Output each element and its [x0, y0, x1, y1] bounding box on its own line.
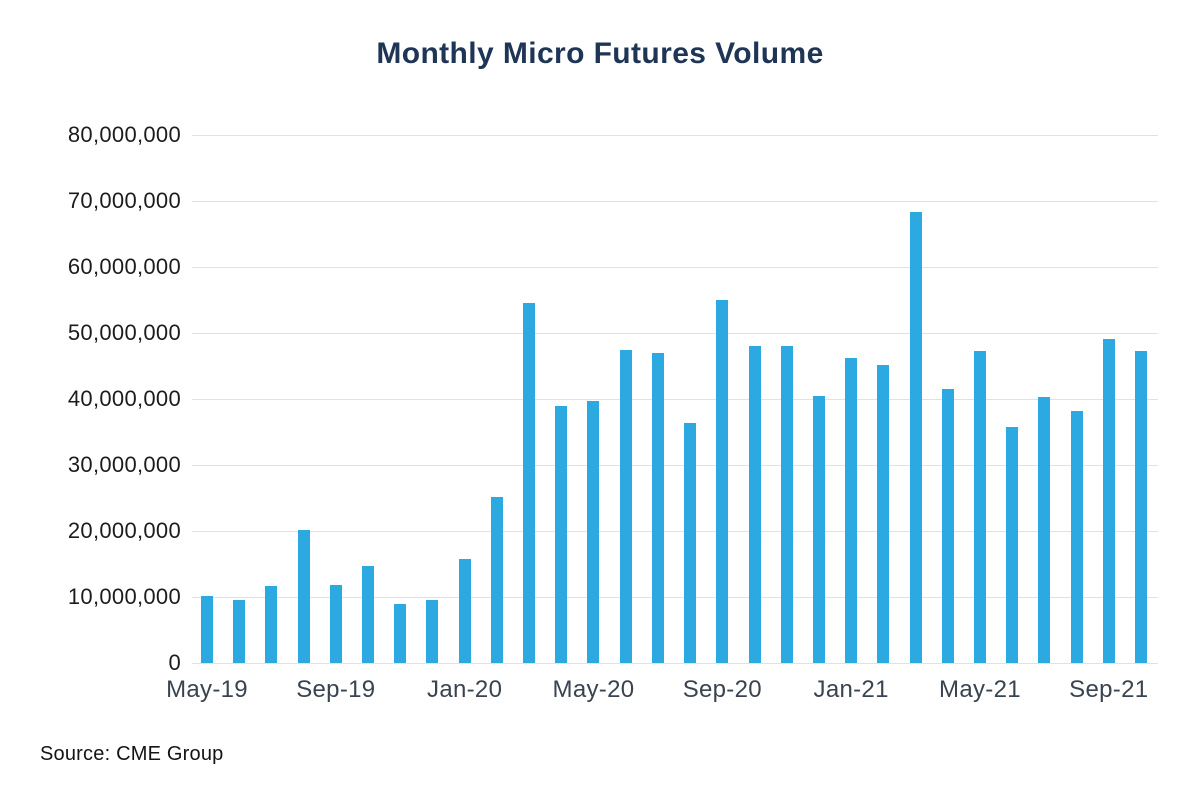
bar — [651, 353, 664, 663]
gridline — [192, 135, 1158, 136]
y-axis-tick-label: 40,000,000 — [67, 386, 181, 411]
x-axis-tick-label: May-19 — [166, 676, 248, 703]
y-axis-tick-label: 20,000,000 — [67, 518, 181, 543]
bar — [362, 565, 375, 663]
plot-area — [192, 135, 1158, 664]
y-axis-tick-label: 60,000,000 — [67, 254, 181, 279]
bar — [877, 364, 890, 663]
bar — [490, 497, 503, 663]
y-axis-tick-label: 30,000,000 — [67, 452, 181, 477]
gridline — [192, 201, 1158, 202]
bar — [297, 529, 310, 663]
bar — [329, 585, 342, 663]
x-axis-tick-label: May-20 — [552, 676, 635, 703]
bar — [233, 599, 246, 663]
x-axis-tick-label: May-21 — [939, 676, 1021, 703]
bar — [523, 303, 536, 663]
gridline — [192, 597, 1158, 598]
y-axis-tick-label: 50,000,000 — [67, 320, 181, 345]
gridline — [192, 399, 1158, 400]
chart-title: Monthly Micro Futures Volume — [376, 37, 824, 70]
bar — [1102, 338, 1115, 663]
bar — [973, 351, 986, 663]
bar — [619, 350, 632, 663]
bar — [1038, 397, 1051, 663]
x-axis-tick-label: Sep-20 — [682, 676, 762, 703]
y-axis-tick-label: 0 — [168, 650, 181, 675]
bar — [1135, 350, 1147, 663]
bar — [458, 559, 471, 663]
gridline — [192, 333, 1158, 334]
bar — [1006, 427, 1019, 663]
bar — [845, 358, 858, 663]
bar — [684, 422, 697, 663]
gridline — [192, 465, 1158, 466]
bar — [394, 604, 407, 663]
bar — [909, 211, 922, 663]
gridline — [192, 663, 1158, 664]
y-axis-tick-label: 80,000,000 — [67, 122, 181, 147]
x-axis-tick-label: Sep-21 — [1069, 676, 1149, 703]
bar — [555, 405, 568, 663]
y-axis-tick-label: 70,000,000 — [67, 188, 181, 213]
y-axis-tick-label: 10,000,000 — [67, 584, 181, 609]
x-axis-tick-label: Sep-19 — [296, 676, 376, 703]
bar — [941, 389, 954, 663]
bar — [201, 595, 213, 663]
x-axis-tick-label: Jan-21 — [813, 676, 889, 703]
bar — [780, 345, 793, 663]
gridline — [192, 531, 1158, 532]
bar — [265, 585, 278, 663]
bar — [1070, 410, 1083, 663]
bar — [812, 396, 825, 663]
bar — [426, 599, 439, 663]
x-axis-tick-label: Jan-20 — [427, 676, 503, 703]
bar — [748, 345, 761, 663]
gridline — [192, 267, 1158, 268]
bar — [587, 400, 600, 663]
bar — [716, 300, 729, 663]
source-note: Source: CME Group — [40, 743, 224, 765]
